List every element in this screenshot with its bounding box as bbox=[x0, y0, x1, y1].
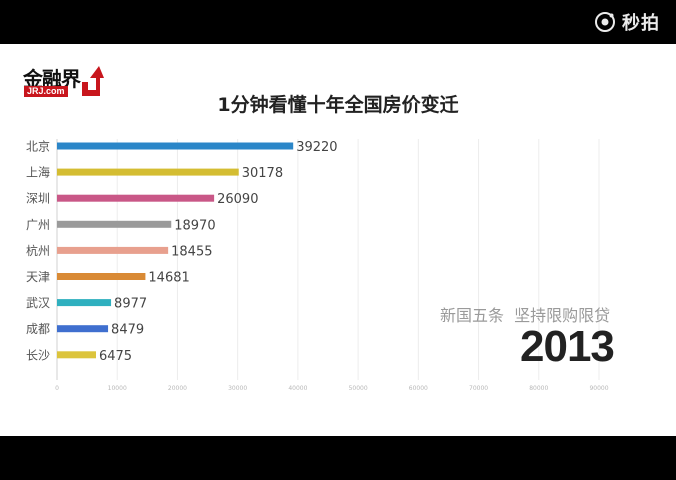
miaopai-logo-icon bbox=[595, 12, 615, 32]
category-label: 长沙 bbox=[26, 348, 50, 362]
value-label: 8479 bbox=[111, 323, 144, 338]
category-label: 天津 bbox=[26, 270, 50, 284]
x-tick-label: 20000 bbox=[168, 385, 187, 392]
bar bbox=[57, 325, 109, 333]
jrj-logo: 金融界 JRJ.com bbox=[20, 62, 104, 98]
x-tick-label: 50000 bbox=[349, 385, 368, 392]
category-label: 上海 bbox=[26, 165, 50, 180]
bar bbox=[57, 299, 112, 307]
bar bbox=[57, 220, 172, 228]
value-label: 26090 bbox=[217, 192, 258, 207]
value-label: 18970 bbox=[174, 218, 215, 233]
x-tick-label: 30000 bbox=[228, 385, 247, 392]
category-label: 杭州 bbox=[26, 243, 50, 258]
value-label: 18455 bbox=[171, 244, 212, 259]
x-tick-label: 70000 bbox=[469, 385, 488, 392]
value-label: 6475 bbox=[99, 349, 132, 364]
category-label: 成都 bbox=[26, 322, 50, 336]
policy-annotation: 新国五条 坚持限购限贷 bbox=[440, 306, 611, 325]
x-tick-label: 40000 bbox=[288, 385, 307, 392]
category-label: 深圳 bbox=[26, 192, 50, 206]
bar bbox=[57, 273, 146, 280]
value-label: 30178 bbox=[242, 166, 283, 181]
video-frame: 金融界 JRJ.com 1分钟看懂十年全国房价变迁 0 10000 20000 300… bbox=[0, 44, 676, 436]
x-tick-label: 0 bbox=[55, 385, 59, 392]
value-label: 8977 bbox=[114, 297, 147, 312]
logo-sub-text: JRJ.com bbox=[24, 86, 68, 97]
top-black-bar: 秒拍 bbox=[0, 0, 676, 44]
miaopai-watermark: 秒拍 bbox=[594, 9, 660, 35]
bar bbox=[57, 168, 239, 176]
bar bbox=[57, 142, 294, 150]
value-label: 39220 bbox=[296, 140, 337, 155]
category-label: 北京 bbox=[26, 140, 50, 154]
x-tick-label: 60000 bbox=[409, 385, 428, 392]
watermark-label: 秒拍 bbox=[622, 13, 660, 34]
bar-chart: 0 10000 20000 30000 40000 50000 60000 70000 8000… bbox=[26, 139, 609, 392]
year-label: 2013 bbox=[520, 322, 615, 371]
bar bbox=[57, 351, 96, 359]
logo-arrow-icon bbox=[82, 66, 104, 96]
value-label: 14681 bbox=[148, 271, 189, 286]
bottom-black-bar bbox=[0, 436, 676, 480]
x-tick-label: 10000 bbox=[108, 385, 127, 392]
x-tick-label: 80000 bbox=[529, 385, 548, 392]
bar bbox=[57, 246, 169, 254]
chart-title: 1分钟看懂十年全国房价变迁 bbox=[217, 94, 459, 116]
category-label: 武汉 bbox=[26, 296, 50, 310]
category-label: 广州 bbox=[26, 218, 50, 232]
bar bbox=[57, 194, 215, 202]
x-tick-label: 90000 bbox=[589, 385, 608, 392]
